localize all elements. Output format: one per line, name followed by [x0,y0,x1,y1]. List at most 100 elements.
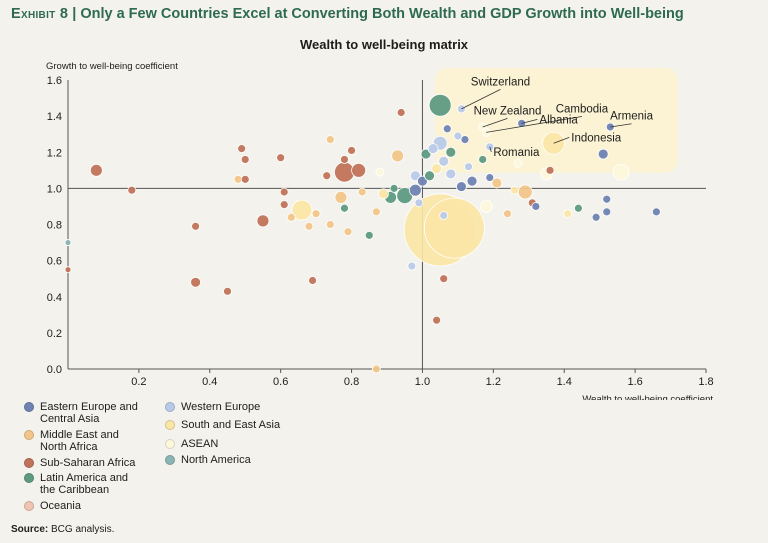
data-point [291,199,313,221]
y-tick-label: 1.4 [47,111,62,123]
data-point [276,153,286,163]
x-tick-label: 0.2 [131,376,146,388]
data-point [279,200,289,210]
data-point [503,209,512,219]
data-point [417,175,428,187]
y-tick-label: 1.6 [47,75,62,87]
data-point [240,174,250,184]
data-point [347,146,356,155]
data-point [510,185,519,195]
legend-label: Western Europe [181,401,261,413]
data-point [513,158,523,168]
data-point [453,131,463,141]
legend-swatch [165,439,175,449]
scatter-plot: 0.2 0.4 0.6 0.8 1.0 1.2 1.4 1.6 1.8 0.0 0.2 0.4 0.6 0… [46,61,714,400]
y-tick-label: 1.0 [47,183,62,195]
data-point [466,175,478,187]
data-point [485,173,495,182]
data-point [597,148,609,160]
legend-swatch [24,501,34,511]
data-point [378,188,389,200]
annotation-leader [610,123,632,128]
data-point [237,144,247,154]
data-point [343,227,353,237]
legend-item: ASEAN [165,438,218,450]
annotation-leader [489,146,492,152]
y-tick-label: 0.4 [47,292,62,304]
data-point [389,183,399,193]
legend-item: Latin America and the Caribbean [24,472,128,496]
data-point [351,162,367,178]
data-point [334,191,348,204]
data-point [357,187,367,197]
data-point [391,149,405,163]
data-point [223,286,232,296]
data-point [371,364,381,374]
data-point [396,108,406,117]
annotation-label: Armenia [610,111,653,123]
y-tick-label: 0.2 [47,328,62,340]
data-point [279,187,289,197]
data-point [479,200,493,213]
annotation-label: Albania [539,114,578,126]
y-tick-label: 0.6 [47,256,62,268]
data-point [409,170,421,182]
y-tick-label: 0.8 [47,220,62,232]
data-point [190,276,202,288]
annotation-label: Cambodia [556,104,609,116]
legend-item: Eastern Europe and Central Asia [24,401,138,425]
data-point [460,135,470,145]
annotation-leader [482,117,508,128]
exhibit-separator: | [72,6,77,22]
data-point [311,209,321,219]
x-tick-label: 1.8 [698,376,713,388]
legend-swatch [24,402,34,412]
data-point [591,212,601,222]
annotation-label: New Zealand [474,105,542,117]
y-tick-label: 1.2 [47,147,62,159]
exhibit-header: Exhibit 8 | Only a Few Countries Excel at … [11,6,684,22]
legend-item: Sub-Saharan Africa [24,457,135,469]
legend-label: Latin America and the Caribbean [40,472,129,496]
data-point [325,135,335,145]
legend-item: North America [165,454,251,466]
data-point [334,161,355,183]
data-point [464,162,473,172]
legend-swatch [24,430,34,440]
data-point [64,239,72,246]
data-point [408,183,422,197]
legend-item: Oceania [24,500,81,512]
data-point [308,276,317,285]
data-point [478,155,488,164]
data-point [89,163,103,177]
data-point [340,155,349,164]
legend-label: ASEAN [181,438,219,450]
legend-label: South and East Asia [181,419,281,431]
source-note: Source: BCG analysis. [11,524,114,535]
x-tick-label: 1.2 [486,376,501,388]
data-point [304,221,314,231]
data-point [545,165,555,175]
legend-label: Eastern Europe and Central Asia [40,401,138,425]
annotation-label: Indonesia [571,132,621,144]
data-point [445,168,457,180]
legend-item: Middle East and North Africa [24,429,119,453]
annotation-leader [553,137,570,144]
x-tick-label: 0.6 [273,376,288,388]
x-tick-label: 1.0 [415,376,430,388]
data-point [431,163,443,174]
data-point [428,93,452,117]
data-point [423,197,485,259]
x-tick-label: 1.6 [627,376,642,388]
exhibit-number: Exhibit 8 [11,6,69,22]
data-point [432,315,442,325]
y-axis-label: Growth to well-being coefficient [46,61,178,72]
data-point [438,155,450,167]
legend-swatch [24,458,34,468]
data-point [439,274,449,284]
data-point [414,198,424,208]
legend-item: South and East Asia [165,419,280,431]
data-point [127,185,137,195]
data-point [427,143,439,155]
data-point [64,266,72,274]
